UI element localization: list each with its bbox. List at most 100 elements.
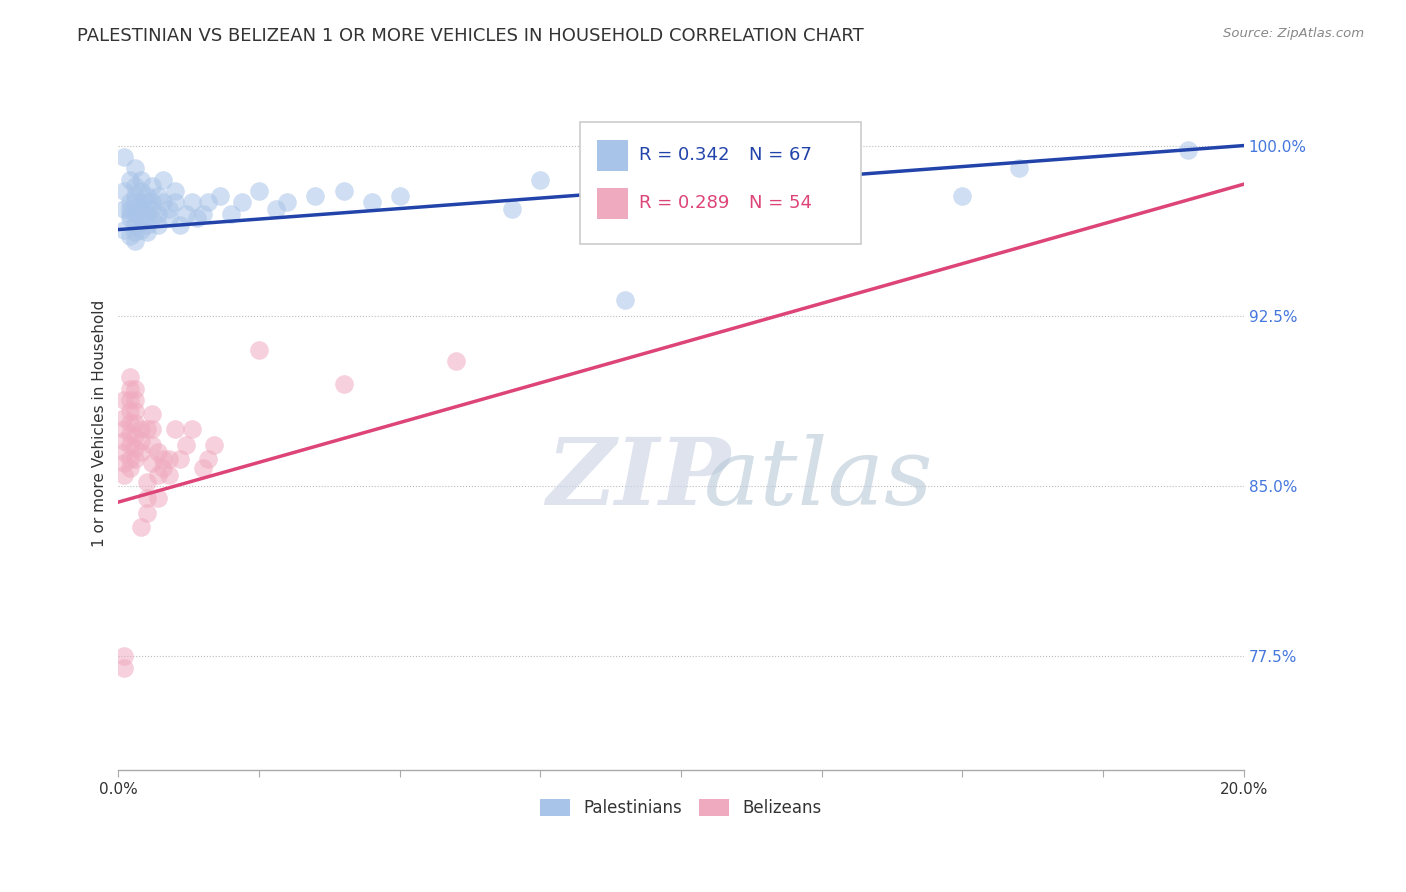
- Point: [146, 188, 169, 202]
- Point: [124, 404, 146, 418]
- Point: [112, 445, 135, 459]
- Point: [135, 475, 157, 489]
- Point: [174, 207, 197, 221]
- Point: [180, 195, 202, 210]
- Point: [129, 184, 152, 198]
- Point: [208, 188, 231, 202]
- Point: [247, 184, 270, 198]
- Point: [124, 207, 146, 221]
- Point: [112, 202, 135, 216]
- Point: [529, 172, 551, 186]
- FancyBboxPatch shape: [579, 122, 860, 244]
- Point: [112, 150, 135, 164]
- Point: [191, 207, 214, 221]
- Point: [952, 188, 974, 202]
- Point: [152, 451, 174, 466]
- Point: [124, 416, 146, 430]
- Point: [118, 451, 141, 466]
- Point: [124, 188, 146, 202]
- Point: [141, 179, 163, 194]
- Point: [247, 343, 270, 357]
- Legend: Palestinians, Belizeans: Palestinians, Belizeans: [534, 792, 828, 824]
- Point: [118, 438, 141, 452]
- Point: [157, 467, 180, 482]
- Point: [157, 451, 180, 466]
- Point: [129, 211, 152, 226]
- Point: [112, 222, 135, 236]
- Point: [444, 354, 467, 368]
- Point: [725, 207, 748, 221]
- Point: [135, 195, 157, 210]
- Point: [135, 507, 157, 521]
- FancyBboxPatch shape: [596, 188, 628, 219]
- Point: [146, 207, 169, 221]
- Point: [388, 188, 411, 202]
- Point: [129, 195, 152, 210]
- Point: [152, 195, 174, 210]
- FancyBboxPatch shape: [596, 140, 628, 171]
- Text: N = 54: N = 54: [748, 194, 811, 212]
- Point: [124, 234, 146, 248]
- Point: [146, 218, 169, 232]
- Point: [141, 422, 163, 436]
- Text: ZIP: ZIP: [546, 434, 730, 524]
- Text: R = 0.342: R = 0.342: [640, 146, 730, 164]
- Point: [112, 411, 135, 425]
- Point: [118, 404, 141, 418]
- Point: [112, 184, 135, 198]
- Point: [146, 491, 169, 505]
- Point: [112, 661, 135, 675]
- Point: [135, 218, 157, 232]
- Point: [669, 195, 692, 210]
- Point: [118, 461, 141, 475]
- Point: [129, 172, 152, 186]
- Point: [202, 438, 225, 452]
- Point: [135, 207, 157, 221]
- Point: [124, 441, 146, 455]
- Point: [124, 195, 146, 210]
- Point: [112, 422, 135, 436]
- Point: [124, 218, 146, 232]
- Point: [163, 195, 186, 210]
- Point: [124, 392, 146, 407]
- Point: [163, 422, 186, 436]
- Point: [360, 195, 382, 210]
- Point: [112, 457, 135, 471]
- Point: [197, 451, 219, 466]
- Point: [141, 211, 163, 226]
- Point: [135, 225, 157, 239]
- Point: [118, 416, 141, 430]
- Point: [124, 451, 146, 466]
- Point: [1177, 143, 1199, 157]
- Point: [141, 407, 163, 421]
- Point: [180, 422, 202, 436]
- Point: [118, 207, 141, 221]
- Point: [304, 188, 326, 202]
- Point: [135, 422, 157, 436]
- Point: [613, 293, 636, 307]
- Point: [112, 434, 135, 448]
- Point: [129, 202, 152, 216]
- Point: [276, 195, 298, 210]
- Point: [141, 202, 163, 216]
- Point: [112, 649, 135, 664]
- Text: Source: ZipAtlas.com: Source: ZipAtlas.com: [1223, 27, 1364, 40]
- Point: [157, 211, 180, 226]
- Point: [152, 172, 174, 186]
- Point: [118, 370, 141, 384]
- Point: [118, 392, 141, 407]
- Point: [124, 382, 146, 396]
- Point: [118, 229, 141, 244]
- Point: [1008, 161, 1031, 176]
- Point: [141, 195, 163, 210]
- Point: [174, 438, 197, 452]
- Point: [118, 382, 141, 396]
- Text: R = 0.289: R = 0.289: [640, 194, 730, 212]
- Point: [135, 491, 157, 505]
- Point: [197, 195, 219, 210]
- Point: [186, 211, 208, 226]
- Point: [191, 461, 214, 475]
- Point: [124, 429, 146, 443]
- Point: [129, 434, 152, 448]
- Point: [124, 225, 146, 239]
